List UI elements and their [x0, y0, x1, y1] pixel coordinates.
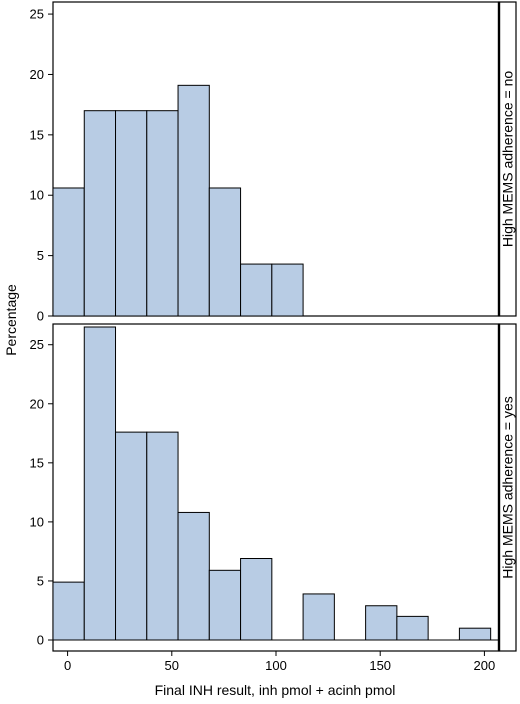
histogram-bar	[208, 569, 242, 641]
histogram-bar	[115, 110, 148, 317]
x-tick-label: 0	[64, 658, 71, 673]
histogram-bar	[83, 110, 117, 317]
histogram-bar	[52, 581, 85, 641]
y-axis-title: Percentage	[3, 284, 19, 356]
y-tick-label: 5	[37, 573, 44, 588]
panel-top: High MEMS adherence = no 0 5 10 15 20 25	[30, 1, 517, 324]
histogram-bar	[208, 187, 242, 317]
x-tick-label: 100	[265, 658, 287, 673]
histogram-bar	[177, 84, 210, 317]
histogram-bar	[177, 511, 210, 641]
strip-label: High MEMS adherence = no	[500, 71, 516, 247]
x-axis: 0 50 100 150 200	[64, 651, 495, 673]
histogram-bar	[83, 326, 117, 641]
x-tick-label: 150	[369, 658, 391, 673]
histogram-bar	[458, 627, 492, 641]
x-tick-label: 50	[165, 658, 179, 673]
histogram-bar	[146, 110, 179, 317]
y-tick-label: 5	[37, 248, 44, 263]
histogram-bar	[271, 263, 304, 317]
histogram-bar	[240, 558, 273, 641]
y-tick-label: 15	[30, 455, 44, 470]
histogram-bar	[396, 615, 429, 641]
histogram-bar	[52, 187, 85, 317]
x-axis-title: Final INH result, inh pmol + acinh pmol	[155, 682, 396, 698]
y-tick-label: 15	[30, 127, 44, 142]
strip-label: High MEMS adherence = yes	[500, 396, 516, 578]
histogram-bar	[240, 263, 273, 317]
y-tick-label: 10	[30, 514, 44, 529]
y-tick-label: 20	[30, 67, 44, 82]
y-tick-label: 0	[37, 633, 44, 648]
histogram-bar	[146, 431, 179, 641]
histogram-bar	[115, 431, 148, 641]
y-tick-label: 25	[30, 7, 44, 22]
panel-bottom: High MEMS adherence = yes 0 5 10 15 20 25	[30, 323, 517, 652]
histogram-bar	[365, 605, 398, 641]
x-tick-label: 200	[474, 658, 496, 673]
histogram-bar	[302, 593, 335, 641]
y-tick-label: 20	[30, 396, 44, 411]
y-tick-label: 25	[30, 337, 44, 352]
y-tick-label: 0	[37, 309, 44, 324]
y-tick-label: 10	[30, 188, 44, 203]
